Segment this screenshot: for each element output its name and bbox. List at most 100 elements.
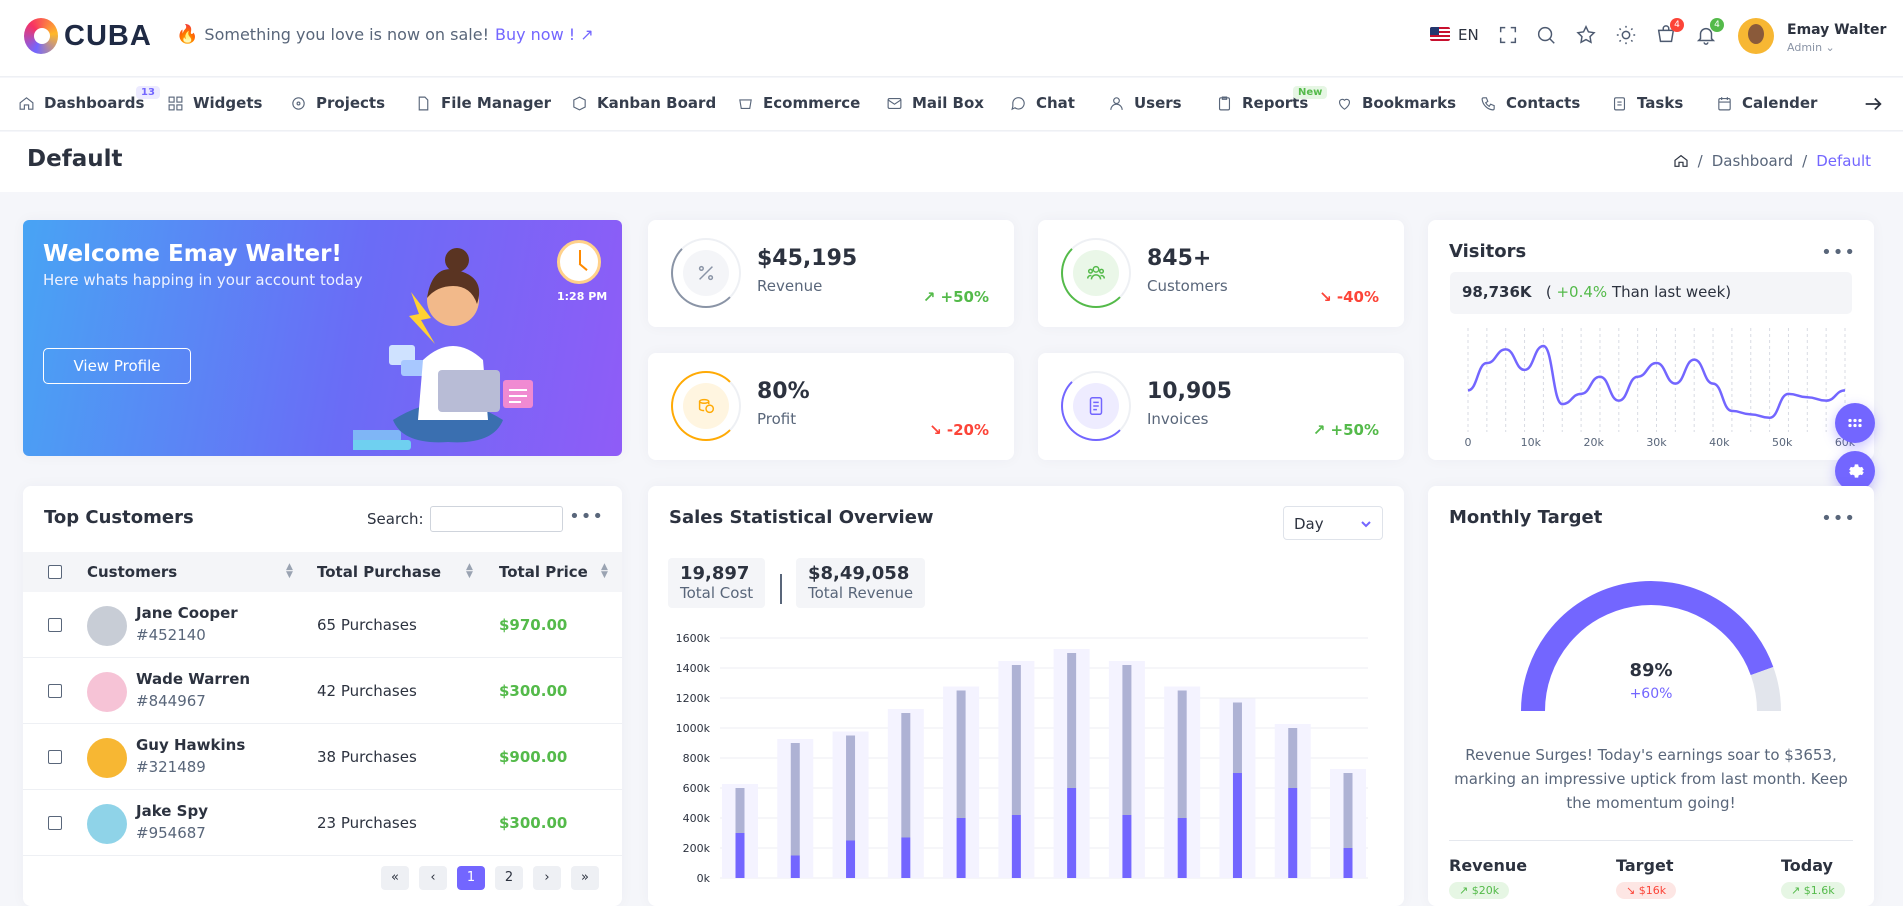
bar-total: [956, 690, 966, 818]
y-tick-label: 1400k: [676, 662, 711, 675]
page-next-button[interactable]: ›: [533, 866, 561, 890]
range-dropdown[interactable]: Day: [1283, 506, 1383, 540]
target-revenue-value: ↗ $20k: [1449, 882, 1510, 899]
page-2-button[interactable]: 2: [495, 866, 523, 890]
bar-cost: [1122, 815, 1132, 878]
us-flag-icon[interactable]: [1430, 27, 1450, 41]
promo-banner: 🔥 Something you love is now on sale! Buy…: [176, 24, 594, 45]
more-options-icon[interactable]: •••: [569, 506, 604, 527]
nav-reports[interactable]: Reports New: [1216, 86, 1328, 112]
nav-chat[interactable]: Chat: [1010, 94, 1075, 112]
page-first-button[interactable]: «: [381, 866, 409, 890]
home-icon: [19, 96, 34, 110]
bar-cost: [1343, 848, 1353, 878]
select-all-checkbox[interactable]: [48, 565, 62, 579]
page-1-button[interactable]: 1: [457, 866, 485, 890]
gauge-remaining-arc: [1750, 666, 1781, 711]
sort-icon[interactable]: ▲ ▼: [466, 562, 473, 580]
breadcrumb-dashboard[interactable]: Dashboard: [1711, 152, 1794, 170]
avatar: [87, 606, 127, 646]
nav-mail-box[interactable]: Mail Box: [886, 94, 984, 112]
star-icon[interactable]: [1575, 24, 1597, 46]
page-prev-button[interactable]: ‹: [419, 866, 447, 890]
sort-icon[interactable]: ▲ ▼: [286, 562, 293, 580]
table-row[interactable]: Jane Cooper #452140 65 Purchases $970.00: [23, 592, 622, 658]
clock-icon: [557, 240, 601, 284]
stat-value: 845+: [1147, 246, 1212, 271]
main-navigation: Dashboards 13 Widgets Projects File Mana…: [0, 78, 1903, 131]
column-total-purchase[interactable]: Total Purchase: [317, 563, 442, 581]
view-profile-button[interactable]: View Profile: [43, 348, 191, 384]
home-icon[interactable]: [1673, 153, 1689, 169]
customer-name: Jake Spy: [136, 802, 208, 820]
user-role[interactable]: Admin ⌄: [1787, 41, 1835, 54]
nav-calender[interactable]: Calender: [1716, 94, 1817, 112]
user-name[interactable]: Emay Walter: [1787, 22, 1887, 38]
notification-badge: 4: [1710, 18, 1724, 32]
nav-bookmarks[interactable]: Bookmarks: [1336, 94, 1456, 112]
y-tick-label: 800k: [683, 752, 711, 765]
row-checkbox[interactable]: [48, 816, 62, 830]
bar-total: [1122, 665, 1132, 815]
language-selector[interactable]: EN: [1458, 26, 1479, 44]
customers-icon: [1073, 250, 1119, 296]
customer-purchases: 23 Purchases: [317, 814, 417, 832]
nav-badge-reports: New: [1293, 86, 1328, 99]
fullscreen-icon[interactable]: [1497, 24, 1519, 46]
apps-grid-button[interactable]: [1835, 403, 1875, 443]
column-total-price[interactable]: Total Price: [499, 563, 588, 581]
nav-dashboards[interactable]: Dashboards 13: [18, 86, 160, 112]
welcome-illustration: [353, 248, 533, 450]
row-checkbox[interactable]: [48, 618, 62, 632]
settings-button[interactable]: [1835, 451, 1875, 491]
y-tick-label: 1000k: [676, 722, 711, 735]
more-options-icon[interactable]: •••: [1821, 242, 1856, 263]
welcome-time: 1:28 PM: [557, 290, 608, 303]
table-row[interactable]: Wade Warren #844967 42 Purchases $300.00: [23, 658, 622, 724]
brand-logo[interactable]: CUBA: [24, 18, 152, 54]
nav-ecommerce[interactable]: Ecommerce: [737, 94, 860, 112]
target-col-target: Target: [1616, 856, 1674, 875]
file-icon: [418, 96, 429, 110]
customer-price: $300.00: [499, 682, 568, 700]
search-icon[interactable]: [1535, 24, 1557, 46]
stat-label: Revenue: [757, 277, 823, 295]
table-row[interactable]: Jake Spy #954687 23 Purchases $300.00: [23, 790, 622, 856]
bar-total: [846, 735, 856, 841]
x-tick-label: 20k: [1583, 436, 1604, 449]
stat-value: $45,195: [757, 246, 858, 271]
bell-icon[interactable]: 4: [1695, 18, 1724, 46]
nav-users[interactable]: Users: [1108, 94, 1182, 112]
mail-icon: [887, 97, 902, 109]
total-cost-label: Total Cost: [680, 584, 754, 602]
cart-icon[interactable]: 4: [1655, 18, 1684, 46]
more-options-icon[interactable]: •••: [1821, 508, 1856, 529]
row-checkbox[interactable]: [48, 684, 62, 698]
table-header: Customers ▲ ▼ Total Purchase ▲ ▼ Total Pri…: [23, 552, 622, 592]
nav-file-manager[interactable]: File Manager: [415, 94, 551, 112]
search-input[interactable]: [430, 506, 563, 532]
page-last-button[interactable]: »: [571, 866, 599, 890]
x-tick-label: 0: [1465, 436, 1472, 449]
visitors-line-chart: 0 10k 20k 30k 40k 50k 60k: [1465, 328, 1856, 449]
nav-projects[interactable]: Projects: [290, 94, 385, 112]
x-tick-label: 50k: [1772, 436, 1793, 449]
user-avatar[interactable]: [1738, 18, 1774, 54]
buy-now-link[interactable]: Buy now ! ↗: [494, 25, 594, 44]
nav-contacts[interactable]: Contacts: [1480, 94, 1580, 112]
customer-id: #844967: [136, 692, 206, 710]
nav-kanban-board[interactable]: Kanban Board: [571, 94, 716, 112]
nav-tasks[interactable]: Tasks: [1611, 94, 1683, 112]
sort-icon[interactable]: ▲ ▼: [601, 562, 608, 580]
bar-cost: [956, 818, 966, 878]
total-revenue-value: $8,49,058: [808, 563, 910, 584]
nav-widgets[interactable]: Widgets: [167, 94, 262, 112]
column-customers[interactable]: Customers: [87, 563, 178, 581]
target-col-revenue: Revenue: [1449, 856, 1528, 875]
sun-icon[interactable]: [1615, 24, 1637, 46]
arrow-right-icon[interactable]: [1862, 93, 1884, 115]
table-row[interactable]: Guy Hawkins #321489 38 Purchases $900.00: [23, 724, 622, 790]
row-checkbox[interactable]: [48, 750, 62, 764]
bar-total: [1067, 653, 1077, 788]
customer-id: #954687: [136, 824, 206, 842]
